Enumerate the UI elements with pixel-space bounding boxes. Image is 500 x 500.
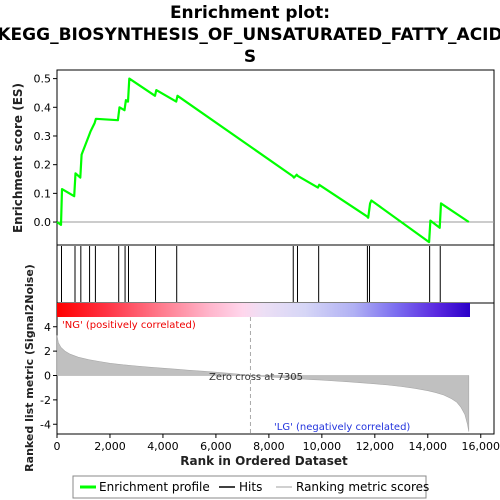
es-y-axis-ticks: 0.0 0.1 0.2 0.3 0.4 0.5 <box>34 73 57 229</box>
x-tick-label: 12,000 <box>356 440 395 453</box>
legend-ranking-label: Ranking metric scores <box>296 480 429 494</box>
rank-y-axis-label: Ranked list metric (Signal2Noise) <box>23 264 36 472</box>
zero-cross-label: Zero cross at 7305 <box>209 372 303 383</box>
es-y-tick-label: 0.0 <box>34 216 52 229</box>
negative-correlation-label: 'LG' (negatively correlated) <box>274 422 410 433</box>
ranking-metric-area <box>56 335 470 432</box>
rank-y-tick-label: 2 <box>44 345 51 358</box>
enrichment-profile-line <box>56 77 470 244</box>
x-tick-label: 10,000 <box>303 440 342 453</box>
es-y-tick-label: 0.2 <box>34 159 52 172</box>
x-tick-label: 4,000 <box>147 440 179 453</box>
es-y-tick-label: 0.5 <box>34 73 52 86</box>
rank-color-bar <box>57 303 470 317</box>
es-y-tick-label: 0.4 <box>34 101 52 114</box>
rank-y-axis-ticks: -4 -2 0 2 4 <box>40 321 57 431</box>
x-tick-label: 6,000 <box>200 440 232 453</box>
rank-y-tick-label: -4 <box>40 418 51 431</box>
enrichment-profile-group <box>56 77 470 244</box>
ranking-metric-area-group <box>56 317 470 434</box>
chart-title-line-3: S <box>244 47 256 67</box>
es-y-axis-label: Enrichment score (ES) <box>11 83 25 233</box>
hit-marks-group <box>61 246 441 302</box>
hits-panel-frame <box>56 244 495 304</box>
es-y-tick-label: 0.3 <box>34 130 52 143</box>
chart-title-line-1: Enrichment plot: <box>170 3 330 23</box>
x-tick-label: 8,000 <box>253 440 285 453</box>
legend-hits-label: Hits <box>239 480 262 494</box>
x-axis-ticks: 0 2,000 4,000 6,000 8,000 10,000 12,000 14,000 1… <box>54 434 500 453</box>
x-tick-label: 0 <box>54 440 61 453</box>
x-axis-label: Rank in Ordered Dataset <box>180 454 348 468</box>
rank-y-tick-label: 0 <box>44 370 51 383</box>
x-tick-label: 2,000 <box>94 440 126 453</box>
legend-box <box>72 475 427 499</box>
rank-y-tick-label: 4 <box>44 321 51 334</box>
es-y-tick-label: 0.1 <box>34 187 52 200</box>
x-tick-label: 14,000 <box>409 440 448 453</box>
x-tick-label: 16,000 <box>462 440 500 453</box>
legend-enrichment-label: Enrichment profile <box>99 480 210 494</box>
rank-y-tick-label: -2 <box>40 394 51 407</box>
es-panel-frame <box>56 69 495 246</box>
chart-title-line-2: KEGG_BIOSYNTHESIS_OF_UNSATURATED_FATTY_A… <box>0 25 500 45</box>
positive-correlation-label: 'NG' (positively correlated) <box>62 320 196 331</box>
